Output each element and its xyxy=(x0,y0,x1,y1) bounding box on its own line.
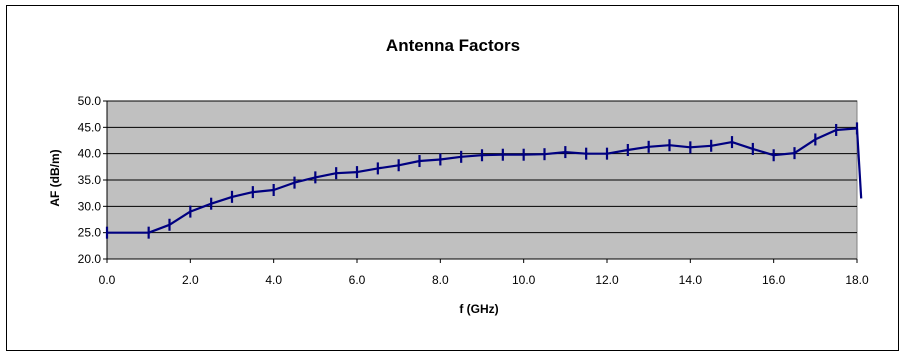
y-tick-label: 30.0 xyxy=(78,199,102,213)
x-tick-label: 14.0 xyxy=(679,273,703,287)
series-af xyxy=(105,122,863,239)
x-axis-ticks: 0.0 2.0 4.0 6.0 8.0 10.0 12.0 14.0 16.0 18.0 xyxy=(99,101,869,287)
chart-svg: Antenna Factors 20.0 25.0 30.0 35.0 40.0 45.0… xyxy=(48,36,869,316)
y-axis-label: AF (dB/m) xyxy=(48,149,62,206)
y-tick-label: 40.0 xyxy=(78,147,102,161)
chart-frame: Antenna Factors 20.0 25.0 30.0 35.0 40.0 45.0… xyxy=(6,5,899,351)
x-tick-label: 6.0 xyxy=(349,273,366,287)
x-tick-label: 0.0 xyxy=(99,273,116,287)
chart-title: Antenna Factors xyxy=(386,36,520,55)
y-tick-label: 45.0 xyxy=(78,120,102,134)
y-tick-label: 35.0 xyxy=(78,173,102,187)
x-tick-label: 12.0 xyxy=(595,273,619,287)
x-tick-label: 16.0 xyxy=(762,273,786,287)
x-tick-label: 18.0 xyxy=(845,273,869,287)
x-axis-label: f (GHz) xyxy=(459,302,498,316)
x-tick-label: 4.0 xyxy=(265,273,282,287)
y-axis-ticks: 20.0 25.0 30.0 35.0 40.0 45.0 50.0 xyxy=(78,94,102,266)
y-tick-label: 20.0 xyxy=(78,252,102,266)
x-tick-label: 8.0 xyxy=(432,273,449,287)
y-tick-label: 50.0 xyxy=(78,94,102,108)
x-tick-label: 10.0 xyxy=(512,273,536,287)
x-tick-label: 2.0 xyxy=(182,273,199,287)
y-tick-label: 25.0 xyxy=(78,226,102,240)
